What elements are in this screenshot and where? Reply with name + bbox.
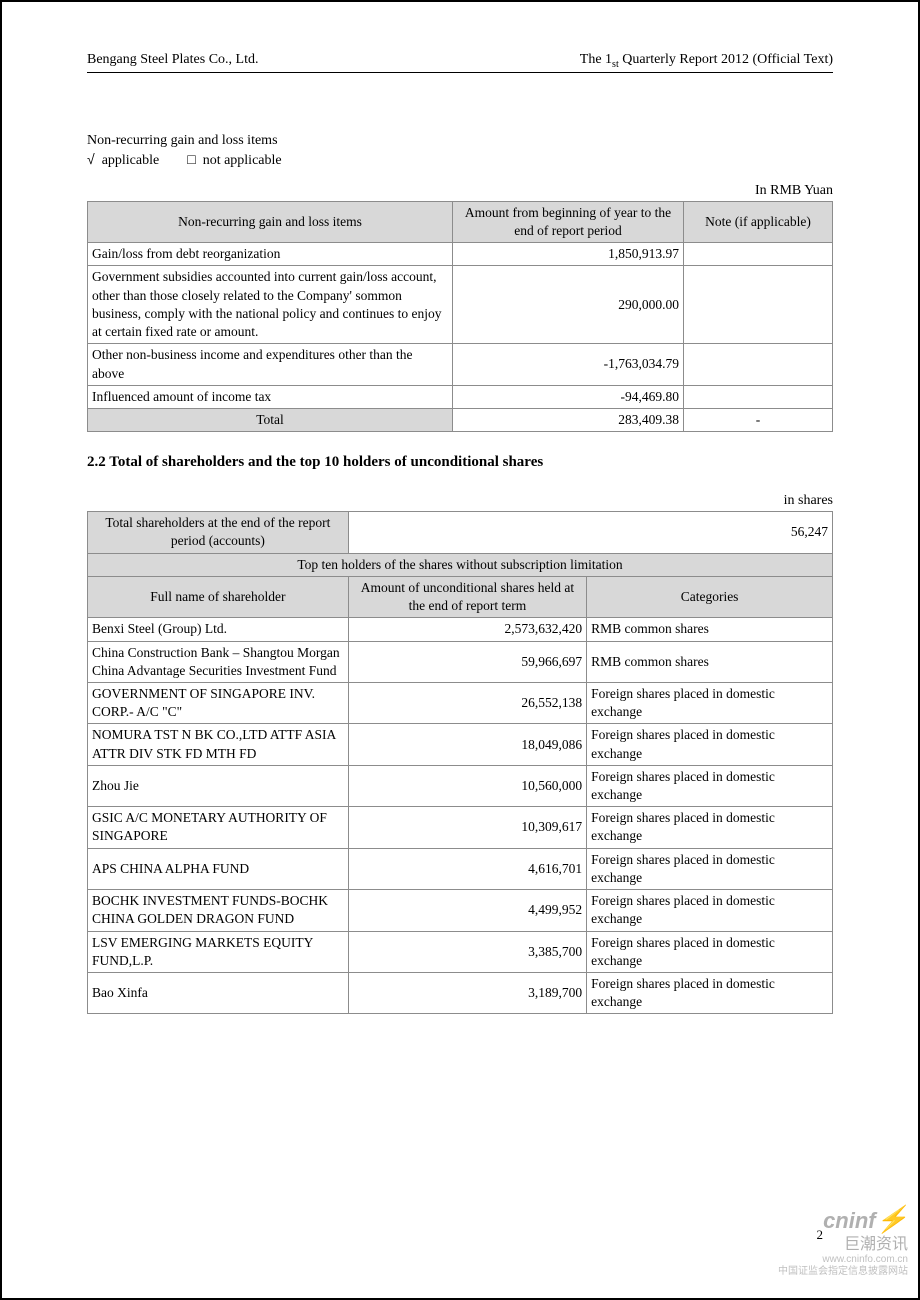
cat-cell: RMB common shares [587, 641, 833, 682]
amount-cell: 1,850,913.97 [453, 243, 684, 266]
box-icon: □ [187, 151, 195, 167]
subhead-cell: Top ten holders of the shares without su… [88, 553, 833, 576]
amount-cell: 10,560,000 [348, 765, 586, 806]
table-row: GSIC A/C MONETARY AUTHORITY OF SINGAPORE… [88, 807, 833, 848]
cat-cell: Foreign shares placed in domestic exchan… [587, 682, 833, 723]
header-divider [87, 72, 833, 73]
table-row: BOCHK INVESTMENT FUNDS-BOCHK CHINA GOLDE… [88, 890, 833, 931]
total-note: - [683, 408, 832, 431]
cat-cell: Foreign shares placed in domestic exchan… [587, 807, 833, 848]
table-total-row: Total 283,409.38 - [88, 408, 833, 431]
name-cell: GSIC A/C MONETARY AUTHORITY OF SINGAPORE [88, 807, 349, 848]
name-cell: China Construction Bank – Shangtou Morga… [88, 641, 349, 682]
name-cell: LSV EMERGING MARKETS EQUITY FUND,L.P. [88, 931, 349, 972]
note-cell [683, 266, 832, 344]
cat-cell: Foreign shares placed in domestic exchan… [587, 848, 833, 889]
amount-cell: 10,309,617 [348, 807, 586, 848]
amount-cell: 4,616,701 [348, 848, 586, 889]
table-header-row: Full name of shareholder Amount of uncon… [88, 576, 833, 617]
cat-cell: Foreign shares placed in domestic exchan… [587, 765, 833, 806]
name-cell: Benxi Steel (Group) Ltd. [88, 618, 349, 641]
table-row: Zhou Jie10,560,000Foreign shares placed … [88, 765, 833, 806]
table-header-row: Non-recurring gain and loss items Amount… [88, 201, 833, 242]
watermark-text: 中国证监会指定信息披露网站 [778, 1266, 908, 1278]
table-row: Government subsidies accounted into curr… [88, 266, 833, 344]
col-header: Amount from beginning of year to the end… [453, 201, 684, 242]
table-row: Influenced amount of income tax -94,469.… [88, 385, 833, 408]
total-shareholders-label: Total shareholders at the end of the rep… [88, 512, 349, 553]
total-shareholders-value: 56,247 [348, 512, 832, 553]
table-row: LSV EMERGING MARKETS EQUITY FUND,L.P.3,3… [88, 931, 833, 972]
col-header: Full name of shareholder [88, 576, 349, 617]
amount-cell: 3,385,700 [348, 931, 586, 972]
amount-cell: 2,573,632,420 [348, 618, 586, 641]
table-row: NOMURA TST N BK CO.,LTD ATTF ASIA ATTR D… [88, 724, 833, 765]
applicability-row: √ applicable □ not applicable [87, 151, 833, 169]
item-cell: Gain/loss from debt reorganization [88, 243, 453, 266]
amount-cell: 4,499,952 [348, 890, 586, 931]
note-cell [683, 243, 832, 266]
note-cell [683, 385, 832, 408]
shareholders-table: Total shareholders at the end of the rep… [87, 511, 833, 1014]
amount-cell: 290,000.00 [453, 266, 684, 344]
name-cell: APS CHINA ALPHA FUND [88, 848, 349, 889]
item-cell: Government subsidies accounted into curr… [88, 266, 453, 344]
amount-cell: 59,966,697 [348, 641, 586, 682]
header-left: Bengang Steel Plates Co., Ltd. [87, 52, 258, 70]
table1-unit: In RMB Yuan [87, 183, 833, 199]
not-applicable-label: not applicable [203, 153, 282, 168]
table-row: China Construction Bank – Shangtou Morga… [88, 641, 833, 682]
cat-cell: Foreign shares placed in domestic exchan… [587, 973, 833, 1014]
col-header: Note (if applicable) [683, 201, 832, 242]
watermark: cninf⚡ 巨潮资讯 www.cninfo.com.cn 中国证监会指定信息披… [778, 1204, 908, 1278]
table-row: Other non-business income and expenditur… [88, 344, 833, 385]
check-icon: √ [87, 151, 95, 167]
col-header: Categories [587, 576, 833, 617]
amount-cell: -1,763,034.79 [453, 344, 684, 385]
amount-cell: -94,469.80 [453, 385, 684, 408]
name-cell: Bao Xinfa [88, 973, 349, 1014]
note-cell [683, 344, 832, 385]
total-amount: 283,409.38 [453, 408, 684, 431]
amount-cell: 26,552,138 [348, 682, 586, 723]
name-cell: GOVERNMENT OF SINGAPORE INV. CORP.- A/C … [88, 682, 349, 723]
cat-cell: Foreign shares placed in domestic exchan… [587, 931, 833, 972]
cat-cell: Foreign shares placed in domestic exchan… [587, 890, 833, 931]
header-right: The 1st Quarterly Report 2012 (Official … [580, 52, 833, 70]
subhead-row: Top ten holders of the shares without su… [88, 553, 833, 576]
watermark-logo: cninf⚡ [778, 1204, 908, 1235]
item-cell: Other non-business income and expenditur… [88, 344, 453, 385]
table-row: Benxi Steel (Group) Ltd.2,573,632,420RMB… [88, 618, 833, 641]
table2-unit: in shares [87, 493, 833, 509]
watermark-cn: 巨潮资讯 [778, 1235, 908, 1254]
page-header: Bengang Steel Plates Co., Ltd. The 1st Q… [87, 52, 833, 70]
name-cell: NOMURA TST N BK CO.,LTD ATTF ASIA ATTR D… [88, 724, 349, 765]
table-row: GOVERNMENT OF SINGAPORE INV. CORP.- A/C … [88, 682, 833, 723]
col-header: Amount of unconditional shares held at t… [348, 576, 586, 617]
name-cell: Zhou Jie [88, 765, 349, 806]
table-row: Bao Xinfa3,189,700Foreign shares placed … [88, 973, 833, 1014]
watermark-url: www.cninfo.com.cn [778, 1254, 908, 1266]
amount-cell: 3,189,700 [348, 973, 586, 1014]
table-row: Gain/loss from debt reorganization 1,850… [88, 243, 833, 266]
col-header: Non-recurring gain and loss items [88, 201, 453, 242]
name-cell: BOCHK INVESTMENT FUNDS-BOCHK CHINA GOLDE… [88, 890, 349, 931]
total-shareholders-row: Total shareholders at the end of the rep… [88, 512, 833, 553]
non-recurring-table: Non-recurring gain and loss items Amount… [87, 201, 833, 432]
cat-cell: Foreign shares placed in domestic exchan… [587, 724, 833, 765]
section2-heading: 2.2 Total of shareholders and the top 10… [87, 454, 833, 471]
cat-cell: RMB common shares [587, 618, 833, 641]
section1-title: Non-recurring gain and loss items [87, 133, 833, 149]
total-label: Total [88, 408, 453, 431]
applicable-label: applicable [102, 153, 160, 168]
amount-cell: 18,049,086 [348, 724, 586, 765]
table-row: APS CHINA ALPHA FUND4,616,701Foreign sha… [88, 848, 833, 889]
item-cell: Influenced amount of income tax [88, 385, 453, 408]
